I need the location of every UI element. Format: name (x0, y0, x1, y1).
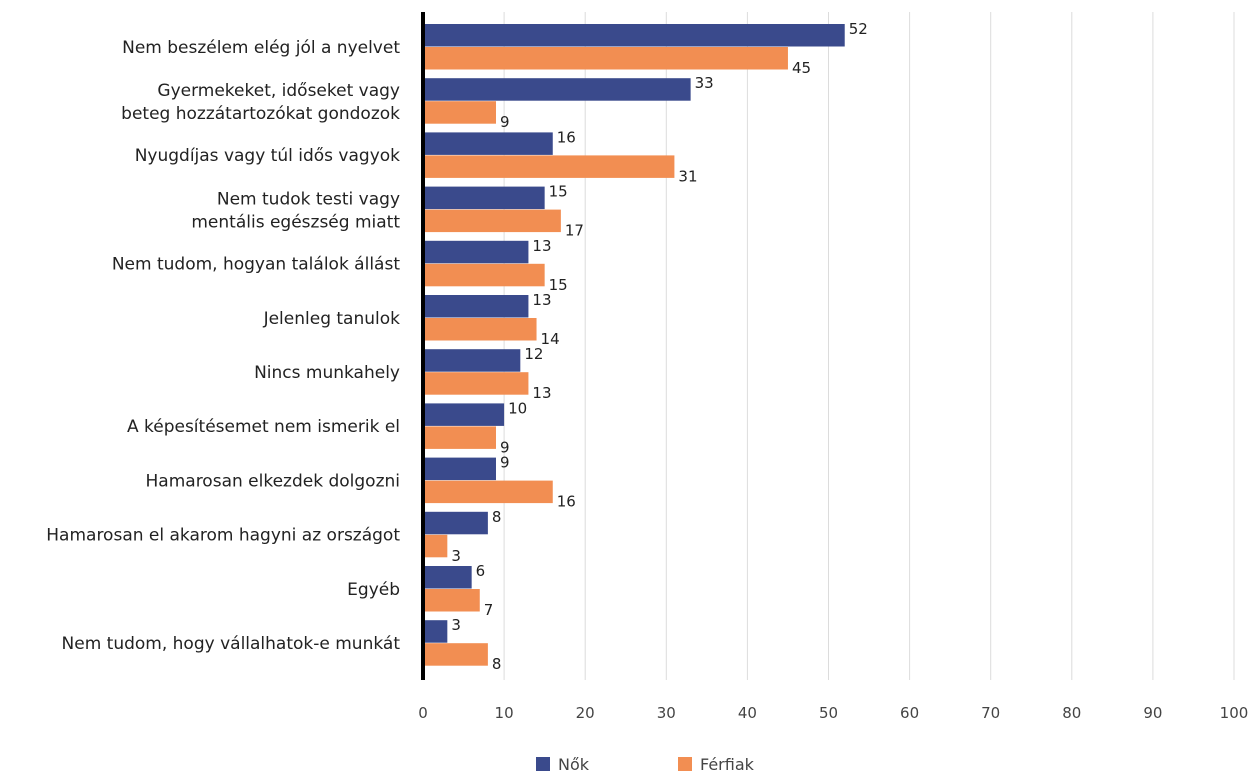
x-tick-label: 80 (1062, 704, 1081, 722)
labels-layer: 0 10 20 30 40 50 60 70 80 90 100 52 45 Nem beszélem e… (46, 20, 1248, 722)
data-label: 16 (557, 128, 576, 146)
data-label: 9 (500, 113, 510, 131)
bar-ferfiak (423, 318, 537, 341)
x-tick-label: 30 (657, 704, 676, 722)
category-label: Egyéb (347, 580, 400, 600)
bar-ferfiak (423, 372, 529, 395)
data-label: 9 (500, 438, 510, 456)
legend-label: Férfiak (700, 755, 755, 774)
bar-nok (423, 240, 529, 264)
data-label: 13 (532, 237, 551, 255)
data-label: 7 (484, 601, 494, 619)
category-label: Gyermekeket, időseket vagy beteg hozzátar… (121, 81, 400, 124)
bar-nok (423, 132, 553, 155)
legend: Nők Férfiak (536, 755, 755, 774)
bar-ferfiak (423, 480, 553, 504)
bar-ferfiak (423, 209, 561, 233)
data-label: 45 (792, 59, 811, 77)
bar-ferfiak (423, 155, 675, 178)
category-label-line: Gyermekeket, időseket vagy (157, 81, 400, 101)
category-label: Nyugdíjas vagy túl idős vagyok (135, 146, 400, 166)
x-tick-label: 100 (1220, 704, 1249, 722)
data-label: 8 (492, 508, 502, 526)
category-label: Nem tudom, hogy vállalhatok-e munkát (62, 634, 401, 654)
bar-ferfiak (423, 426, 496, 449)
data-label: 13 (532, 291, 551, 309)
data-label: 10 (508, 399, 527, 417)
bar-ferfiak (423, 534, 448, 558)
data-label: 31 (678, 167, 697, 185)
category-label: Hamarosan elkezdek dolgozni (146, 471, 400, 491)
x-tick-label: 0 (418, 704, 428, 722)
data-label: 16 (557, 493, 576, 511)
bar-nok (423, 78, 691, 101)
category-label-line: Nem tudok testi vagy (217, 189, 400, 209)
x-tick-label: 90 (1143, 704, 1162, 722)
data-label: 33 (695, 74, 714, 92)
category-label: Nem beszélem elég jól a nyelvet (122, 38, 400, 58)
bar-ferfiak (423, 589, 480, 612)
category-label: Hamarosan el akarom hagyni az országot (46, 526, 400, 546)
bar-nok (423, 349, 521, 372)
category-label: A képesítésemet nem ismerik el (127, 417, 400, 437)
grid-layer (503, 12, 1235, 680)
data-label: 3 (451, 616, 461, 634)
data-label: 17 (565, 222, 584, 240)
x-tick-label: 60 (900, 704, 919, 722)
data-label: 52 (849, 20, 868, 38)
category-label: Nem tudom, hogyan találok állást (112, 255, 400, 275)
category-label: Nem tudok testi vagy mentális egészség mi… (191, 189, 400, 232)
x-tick-label: 10 (495, 704, 514, 722)
data-label: 14 (541, 330, 560, 348)
bar-ferfiak (423, 47, 788, 70)
bar-ferfiak (423, 101, 496, 124)
bar-nok (423, 24, 845, 47)
data-label: 13 (532, 384, 551, 402)
bar-nok (423, 295, 529, 318)
x-tick-label: 50 (819, 704, 838, 722)
category-label: Nincs munkahely (254, 363, 400, 383)
x-tick-label: 70 (981, 704, 1000, 722)
bar-ferfiak (423, 263, 545, 287)
x-tick-label: 20 (576, 704, 595, 722)
bar-nok (423, 457, 496, 481)
bar-nok (423, 566, 472, 589)
data-label: 9 (500, 454, 510, 472)
category-label: Jelenleg tanulok (263, 309, 401, 329)
bar-nok (423, 186, 545, 210)
data-label: 6 (476, 562, 486, 580)
data-label: 3 (451, 547, 461, 565)
legend-swatch (678, 757, 692, 771)
bars-layer (423, 24, 845, 666)
legend-swatch (536, 757, 550, 771)
x-tick-label: 40 (738, 704, 757, 722)
data-label: 8 (492, 655, 502, 673)
legend-label: Nők (558, 755, 590, 774)
data-label: 15 (549, 276, 568, 294)
data-label: 15 (549, 183, 568, 201)
bar-ferfiak (423, 643, 488, 666)
category-label-line: beteg hozzátartozókat gondozok (121, 104, 400, 124)
bar-nok (423, 403, 505, 426)
bar-nok (423, 511, 488, 535)
category-label-line: mentális egészség miatt (191, 212, 400, 232)
bar-nok (423, 620, 448, 643)
data-label: 12 (524, 345, 543, 363)
